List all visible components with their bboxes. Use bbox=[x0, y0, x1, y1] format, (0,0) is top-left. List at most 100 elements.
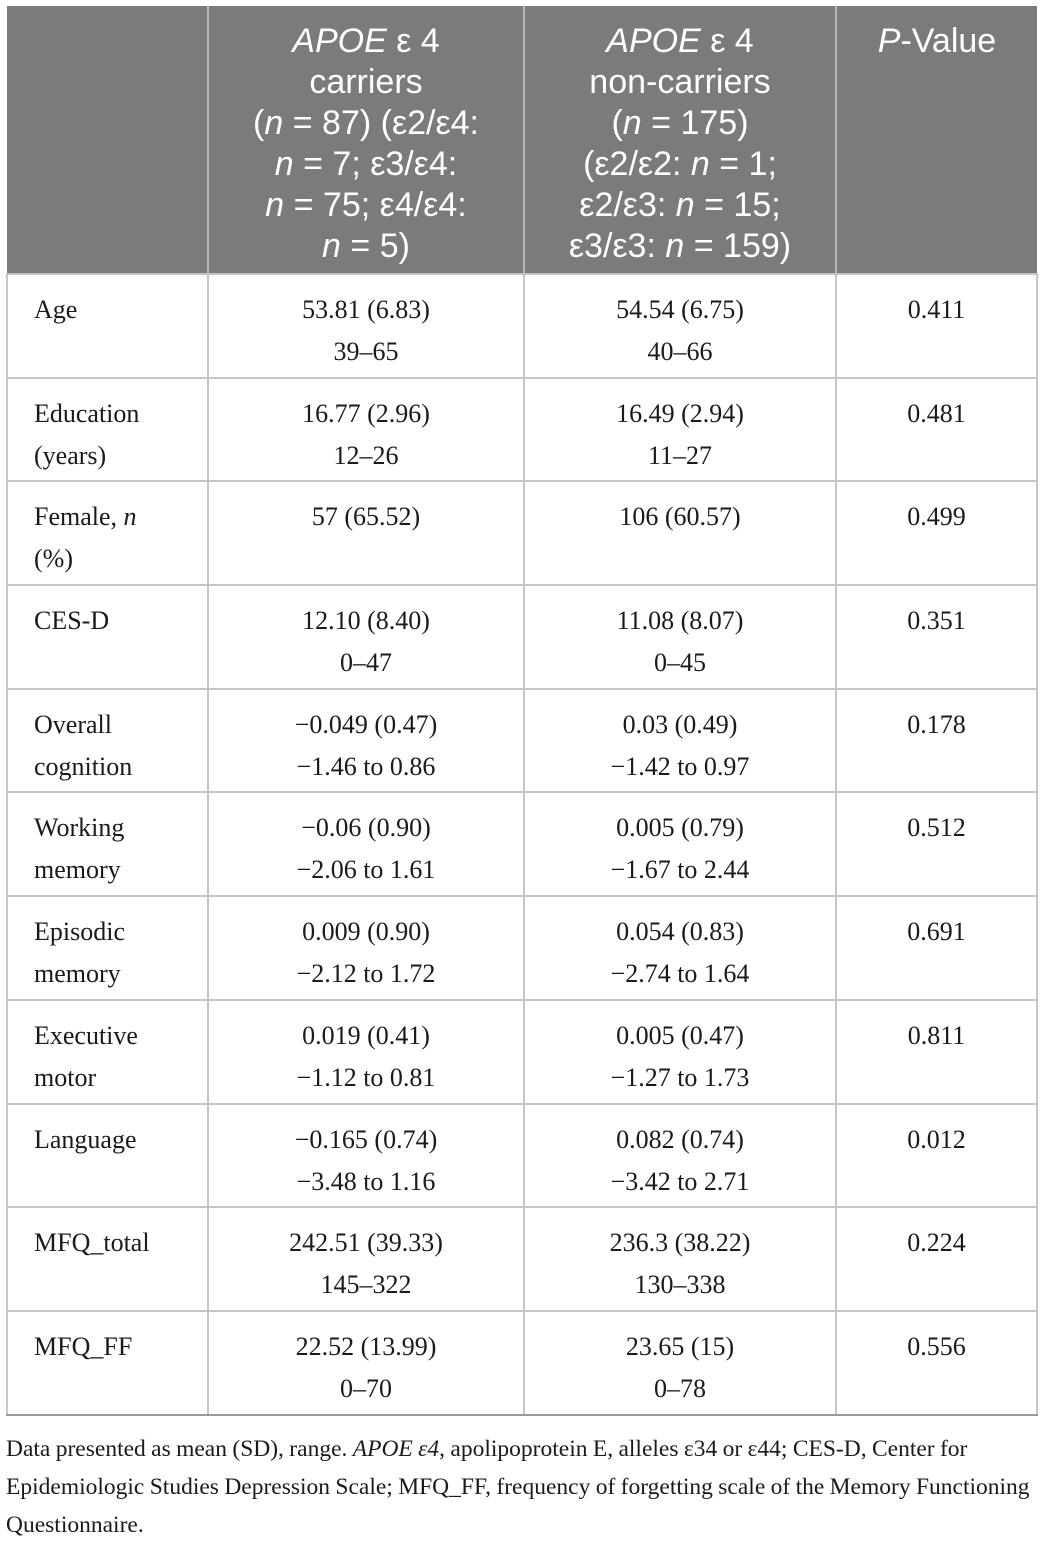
row-label-line: (years) bbox=[34, 440, 107, 470]
row-label-line: CES-D bbox=[34, 606, 110, 636]
table-row: Episodic memory 0.009 (0.90) −2.12 to 1.72 0… bbox=[6, 895, 1038, 1001]
p-value-cell: 0.411 bbox=[835, 273, 1038, 379]
header-non-carriers-line: (ε2/ε2: n = 1; bbox=[583, 145, 777, 183]
row-label-line: Language bbox=[34, 1124, 137, 1154]
non-carriers-cell: 54.54 (6.75) 40–66 bbox=[523, 273, 837, 379]
row-label-line: Overall bbox=[34, 709, 112, 739]
carriers-cell: 53.81 (6.83) 39–65 bbox=[207, 273, 525, 379]
header-p-value: P-Value bbox=[835, 6, 1037, 274]
non-carriers-cell: 16.49 (2.94) 11–27 bbox=[523, 376, 837, 483]
non-carriers-cell-line: 54.54 (6.75) bbox=[616, 295, 744, 324]
row-label-line: Executive bbox=[34, 1020, 138, 1050]
header-row: APOE ε 4 carriers (n = 87) (ε2/ε4: n = 7… bbox=[7, 6, 1037, 274]
row-label-line: (%) bbox=[34, 544, 73, 574]
row-label: Age bbox=[6, 273, 209, 379]
non-carriers-cell: 106 (60.57) bbox=[523, 480, 837, 587]
non-carriers-cell-line: 40–66 bbox=[647, 337, 713, 366]
row-label-line: Working bbox=[34, 813, 125, 843]
header-carriers-line: (n = 87) (ε2/ε4: bbox=[253, 104, 479, 142]
carriers-cell: 242.51 (39.33) 145–322 bbox=[207, 1206, 525, 1312]
row-label: Overall cognition bbox=[6, 687, 209, 794]
header-carriers: APOE ε 4 carriers (n = 87) (ε2/ε4: n = 7… bbox=[207, 6, 525, 274]
non-carriers-cell-line: 16.49 (2.94) bbox=[616, 398, 744, 428]
table-row: CES-D 12.10 (8.40) 0–47 11.08 (8.07) 0–45 0.3… bbox=[6, 584, 1038, 690]
carriers-cell-line: 0–47 bbox=[340, 648, 392, 678]
non-carriers-cell: 0.054 (0.83) −2.74 to 1.64 bbox=[523, 895, 837, 1001]
non-carriers-cell-line: 11.08 (8.07) bbox=[616, 606, 744, 636]
non-carriers-cell-line: 23.65 (15) bbox=[625, 1331, 735, 1361]
carriers-cell-line: −2.12 to 1.72 bbox=[296, 959, 436, 989]
p-value-cell: 0.224 bbox=[835, 1206, 1038, 1312]
non-carriers-cell: 0.005 (0.79) −1.67 to 2.44 bbox=[523, 791, 837, 898]
p-value-cell: 0.178 bbox=[835, 687, 1038, 794]
carriers-cell: −0.06 (0.90) −2.06 to 1.61 bbox=[207, 791, 525, 898]
header-carriers-line: n = 75; ε4/ε4: bbox=[265, 186, 467, 224]
header-carriers-line: n = 5) bbox=[322, 227, 410, 265]
non-carriers-cell: 236.3 (38.22) 130–338 bbox=[523, 1206, 837, 1312]
p-value-cell: 0.556 bbox=[835, 1309, 1038, 1416]
non-carriers-cell-line: −1.42 to 0.97 bbox=[610, 751, 750, 781]
non-carriers-cell: 11.08 (8.07) 0–45 bbox=[523, 584, 837, 690]
row-label-line: memory bbox=[34, 855, 121, 885]
non-carriers-cell-line: 0.03 (0.49) bbox=[622, 709, 738, 739]
row-label: Female, n (%) bbox=[6, 480, 209, 587]
header-p-value-label: P-Value bbox=[877, 22, 997, 60]
carriers-cell-line: −1.46 to 0.86 bbox=[296, 751, 436, 781]
row-label-line: cognition bbox=[34, 751, 133, 781]
table-row: Age 53.81 (6.83) 39–65 54.54 (6.75) 40–66 0.4… bbox=[6, 273, 1038, 379]
carriers-cell-line: −0.165 (0.74) bbox=[294, 1124, 438, 1154]
header-non-carriers-line: (n = 175) bbox=[611, 104, 749, 142]
table-row: Overall cognition −0.049 (0.47) −1.46 to 0.… bbox=[6, 687, 1038, 794]
non-carriers-cell-line: −1.27 to 1.73 bbox=[610, 1062, 750, 1092]
data-table: APOE ε 4 carriers (n = 87) (ε2/ε4: n = 7… bbox=[6, 6, 1038, 1416]
non-carriers-cell-line: −1.67 to 2.44 bbox=[610, 855, 750, 885]
non-carriers-cell-line: 106 (60.57) bbox=[619, 502, 741, 532]
carriers-cell-line: 0–70 bbox=[340, 1373, 392, 1403]
table-row: Female, n (%) 57 (65.52) 106 (60.57) 0.499 bbox=[6, 480, 1038, 587]
carriers-cell: −0.165 (0.74) −3.48 to 1.16 bbox=[207, 1102, 525, 1209]
header-carriers-line: n = 7; ε3/ε4: bbox=[274, 145, 458, 183]
header-carriers-line: APOE ε 4 bbox=[292, 22, 440, 60]
carriers-cell-line: −1.12 to 0.81 bbox=[296, 1062, 436, 1092]
carriers-cell-line: −0.049 (0.47) bbox=[294, 709, 438, 739]
table-row: Executive motor 0.019 (0.41) −1.12 to 0.81 0… bbox=[6, 998, 1038, 1105]
row-label: CES-D bbox=[6, 584, 209, 690]
table-footnote: Data presented as mean (SD), range. APOE… bbox=[6, 1430, 1040, 1544]
table-row: Working memory −0.06 (0.90) −2.06 to 1.61 0.… bbox=[6, 791, 1038, 898]
row-label-line: MFQ_FF bbox=[34, 1331, 133, 1361]
carriers-cell-line: 39–65 bbox=[333, 337, 399, 366]
header-non-carriers-line: APOE ε 4 bbox=[606, 22, 754, 60]
p-value-cell: 0.351 bbox=[835, 584, 1038, 690]
carriers-cell: −0.049 (0.47) −1.46 to 0.86 bbox=[207, 687, 525, 794]
header-blank-cell bbox=[7, 6, 209, 274]
row-label: Episodic memory bbox=[6, 895, 209, 1001]
header-carriers-line: carriers bbox=[309, 63, 423, 101]
non-carriers-cell-line: −2.74 to 1.64 bbox=[610, 959, 750, 989]
carriers-cell-line: 22.52 (13.99) bbox=[295, 1331, 437, 1361]
row-label: Education (years) bbox=[6, 376, 209, 483]
row-label-line: Episodic bbox=[34, 917, 125, 947]
table-row: MFQ_FF 22.52 (13.99) 0–70 23.65 (15) 0–78 0.5… bbox=[6, 1309, 1038, 1416]
row-label-line: Female, n bbox=[34, 502, 137, 532]
table-header: APOE ε 4 carriers (n = 87) (ε2/ε4: n = 7… bbox=[7, 6, 1037, 274]
non-carriers-cell-line: 0.005 (0.79) bbox=[616, 813, 744, 843]
table-row: Education (years) 16.77 (2.96) 12–26 16.49 (… bbox=[6, 376, 1038, 483]
carriers-cell-line: −0.06 (0.90) bbox=[301, 813, 431, 843]
row-label-line: Age bbox=[34, 295, 78, 324]
carriers-cell-line: 57 (65.52) bbox=[311, 502, 421, 532]
carriers-cell-line: 12.10 (8.40) bbox=[302, 606, 430, 636]
header-non-carriers-line: non-carriers bbox=[589, 63, 771, 101]
row-label: Executive motor bbox=[6, 998, 209, 1105]
row-label: Working memory bbox=[6, 791, 209, 898]
row-label: MFQ_FF bbox=[6, 1309, 209, 1416]
row-label-line: motor bbox=[34, 1062, 97, 1092]
non-carriers-cell: 0.03 (0.49) −1.42 to 0.97 bbox=[523, 687, 837, 794]
carriers-cell: 22.52 (13.99) 0–70 bbox=[207, 1309, 525, 1416]
footnote-text: Data presented as mean (SD), range. APOE… bbox=[6, 1436, 1030, 1538]
row-label-line: Education bbox=[34, 398, 140, 428]
non-carriers-cell-line: 0.054 (0.83) bbox=[616, 917, 744, 947]
carriers-cell: 16.77 (2.96) 12–26 bbox=[207, 376, 525, 483]
carriers-cell: 0.019 (0.41) −1.12 to 0.81 bbox=[207, 998, 525, 1105]
carriers-cell-line: 242.51 (39.33) bbox=[289, 1228, 443, 1258]
row-label-line: MFQ_total bbox=[34, 1228, 150, 1258]
